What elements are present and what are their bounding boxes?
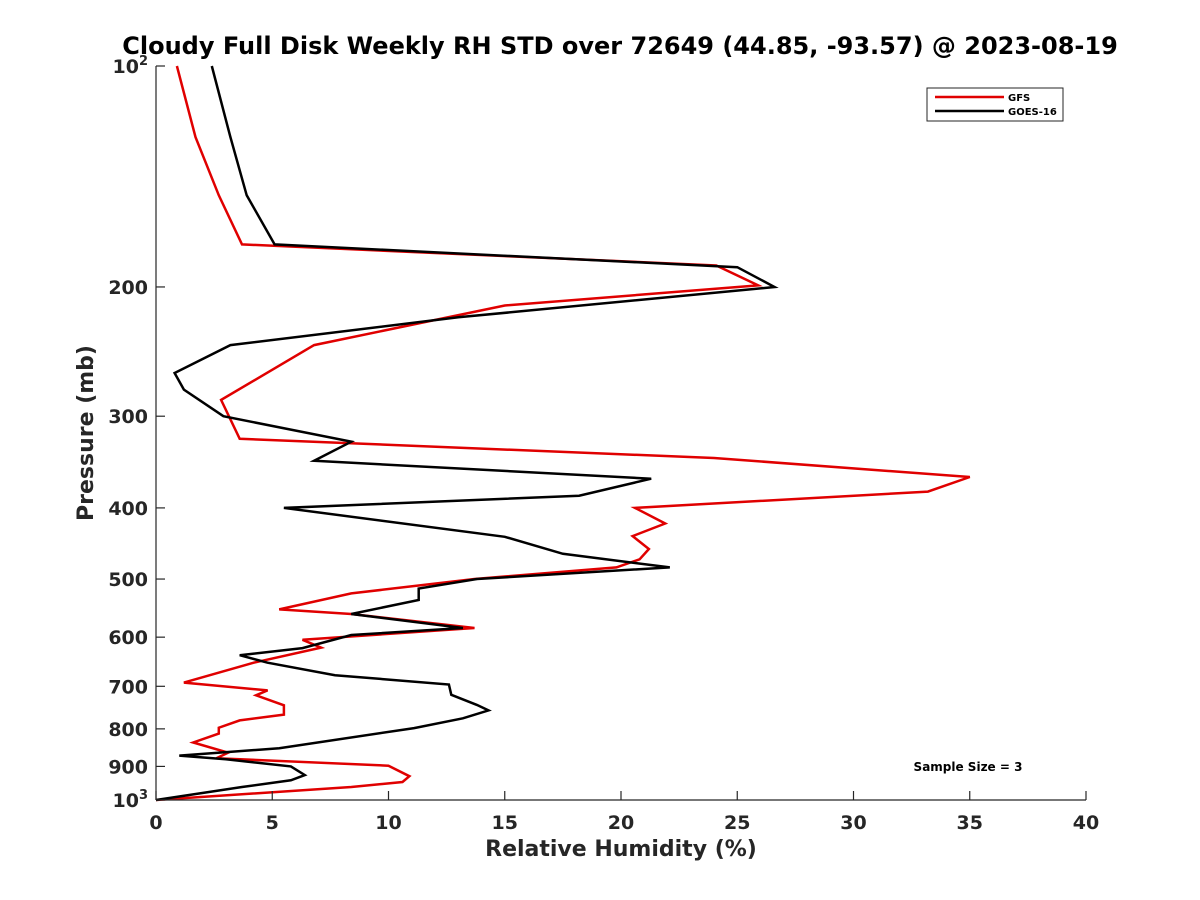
legend-label-gfs: GFS	[1008, 93, 1030, 104]
series-line-gfs	[155, 65, 971, 802]
y-tick-label: 700	[108, 676, 148, 698]
y-tick-label: 300	[108, 406, 148, 428]
chart-title: Cloudy Full Disk Weekly RH STD over 7264…	[122, 32, 1118, 60]
x-tick-label: 15	[492, 812, 518, 834]
x-tick-label: 35	[957, 812, 983, 834]
x-axis-ticks: 0 5 10 15 20 25 30 35 40	[149, 791, 1099, 834]
y-axis-label: Pressure (mb)	[74, 345, 99, 521]
y-tick-label: 600	[108, 627, 148, 649]
y-tick-label: 800	[108, 719, 148, 741]
x-tick-label: 25	[724, 812, 750, 834]
y-tick-label: 102	[113, 54, 149, 78]
y-tick-label: 200	[108, 277, 148, 299]
x-tick-label: 40	[1073, 812, 1099, 834]
x-axis-label: Relative Humidity (%)	[485, 837, 757, 862]
legend-box	[926, 87, 1064, 122]
x-tick-label: 5	[266, 812, 279, 834]
y-tick-label: 400	[108, 498, 148, 520]
series-line-goes16	[155, 65, 779, 802]
series-layer	[155, 65, 971, 802]
x-tick-label: 30	[840, 812, 866, 834]
y-tick-label: 500	[108, 569, 148, 591]
legend-label-goes16: GOES-16	[1008, 107, 1057, 118]
x-tick-label: 0	[149, 812, 162, 834]
x-tick-label: 20	[608, 812, 634, 834]
sample-size-annotation: Sample Size = 3	[914, 760, 1023, 774]
x-tick-label: 10	[375, 812, 401, 834]
y-tick-label: 103	[113, 788, 149, 812]
y-axis-ticks: 102 200 300 400 500 600 700 800 900 103	[108, 54, 165, 812]
y-tick-label: 900	[108, 756, 148, 778]
legend: GFS GOES-16	[926, 87, 1064, 122]
